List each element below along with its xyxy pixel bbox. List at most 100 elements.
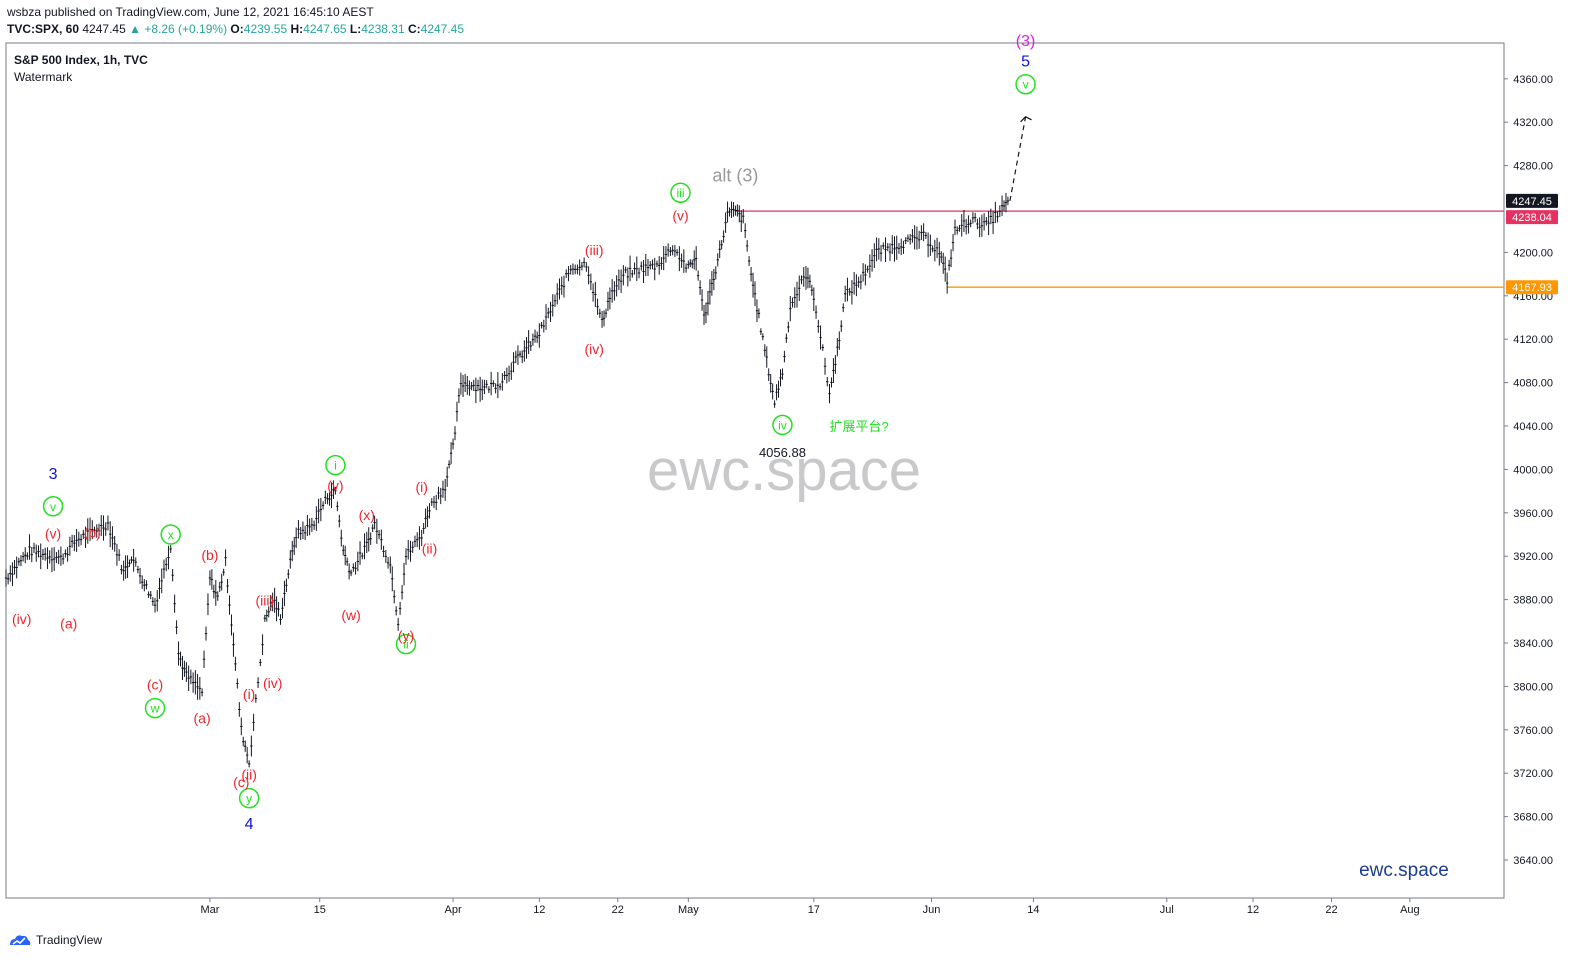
high-value: 4247.65	[303, 22, 347, 36]
last-price: 4247.45	[82, 22, 126, 36]
y-tick-label: 3880.00	[1513, 595, 1553, 607]
wave-label-red: (c)	[233, 774, 249, 790]
x-tick-label: Jun	[923, 904, 941, 916]
wave-circle-marker	[395, 633, 417, 655]
price-tag	[1506, 193, 1558, 208]
price-series	[4, 192, 1010, 768]
x-tick-label: 17	[808, 904, 820, 916]
wave-label-red: (i)	[243, 686, 255, 702]
wave-label-red: (iv)	[263, 675, 282, 691]
legend-title: S&P 500 Index, 1h, TVC	[14, 53, 148, 67]
wave-label-red: (ii)	[422, 541, 438, 557]
wave-label-red: (iv)	[585, 341, 604, 357]
wave-label-red: (v)	[327, 478, 343, 494]
y-tick-label: 3720.00	[1513, 768, 1553, 780]
x-tick-label: Jul	[1160, 904, 1174, 916]
tradingview-cloud-icon	[10, 935, 31, 945]
chart-pane[interactable]	[5, 42, 1505, 899]
x-tick-label: 14	[1027, 904, 1039, 916]
wave-label-green: v	[1023, 78, 1029, 92]
x-tick-label: May	[678, 904, 699, 916]
high-label: H:	[290, 22, 304, 36]
watermark: ewc.space	[647, 438, 921, 503]
y-tick-label: 4320.00	[1513, 117, 1553, 129]
wave-label-green: w	[150, 702, 160, 716]
price-tags: 4247.45 4238.04 4167.93	[1506, 193, 1558, 295]
wave-label-red: (w)	[341, 607, 360, 623]
close-value: 4247.45	[420, 22, 465, 36]
projection-arrow	[1009, 116, 1032, 202]
projection-arrowhead	[1020, 116, 1032, 123]
x-tick-label: 12	[1247, 904, 1259, 916]
y-tick-label: 4080.00	[1513, 378, 1553, 390]
y-tick-label: 3840.00	[1513, 638, 1553, 650]
legend-subtitle: Watermark	[14, 70, 73, 84]
brand-text: ewc.space	[1359, 860, 1449, 881]
up-arrow-icon: ▲	[129, 22, 141, 36]
low-label: L:	[349, 22, 362, 36]
y-axis: 4360.004320.004280.004200.004160.004120.…	[1504, 74, 1553, 867]
wave-label-green: ii	[403, 638, 408, 652]
y-tick-label: 3920.00	[1513, 551, 1553, 563]
y-tick-label: 3960.00	[1513, 508, 1553, 520]
wave-circle-marker	[1015, 73, 1036, 95]
open-value: 4239.55	[243, 22, 288, 36]
price-tag-label: 4167.93	[1512, 282, 1552, 294]
wave-label-red: (i)	[415, 479, 427, 495]
wave-label-dark: 4056.88	[759, 445, 806, 460]
x-tick-label: Aug	[1400, 904, 1420, 916]
wave-label-red: (c)	[147, 676, 163, 692]
y-tick-label: 4040.00	[1513, 421, 1553, 433]
x-tick-label: Mar	[200, 904, 219, 916]
close-label: C:	[407, 22, 421, 36]
x-tick-label: 22	[612, 904, 624, 916]
wave-circle-marker	[42, 496, 64, 517]
price-tag	[1506, 280, 1558, 295]
x-tick-label: 22	[1325, 904, 1337, 916]
open-label: O:	[230, 22, 244, 36]
tradingview-logo-text: TradingView	[36, 933, 103, 947]
x-tick-label: 15	[314, 904, 326, 916]
wave-label-grey: alt (3)	[712, 165, 758, 185]
wave-label-red: (iii)	[255, 593, 274, 609]
wave-label-red: (y)	[398, 627, 414, 643]
wave-label-red: (iii)	[585, 242, 604, 258]
wave-label-red: (v)	[672, 208, 688, 224]
x-axis: Mar 15 Apr 12 22 May 17 Jun 14 Jul 12 22 Aug	[200, 898, 1420, 916]
wave-label-green: iii	[676, 186, 684, 200]
wave-circle-marker	[670, 182, 691, 203]
wave-label-red: (iv)	[12, 611, 31, 627]
price-levels	[735, 210, 1504, 288]
publisher-line: wsbza published on TradingView.com, June…	[7, 5, 374, 19]
wave-label-green: v	[50, 500, 56, 514]
symbol[interactable]: TVC:SPX, 60	[7, 22, 80, 36]
wave-label-red: (a)	[60, 615, 77, 631]
tradingview-logo[interactable]: TradingView	[8, 933, 102, 947]
x-tick-label: Apr	[444, 904, 461, 916]
price-tag-label: 4247.45	[1512, 196, 1552, 208]
wave-label-red: (x)	[359, 507, 375, 523]
wave-label-green: y	[246, 792, 252, 806]
wave-circle-marker	[772, 414, 793, 436]
y-tick-label: 4280.00	[1513, 161, 1553, 173]
wave-label-red: (v)	[45, 525, 61, 541]
y-tick-label: 3800.00	[1513, 681, 1553, 693]
low-value: 4238.31	[361, 22, 405, 36]
wave-circle-marker	[160, 524, 181, 545]
wave-label-magenta: (3)	[1016, 33, 1036, 50]
wave-circle-marker	[144, 697, 166, 719]
wave-circle-marker	[238, 787, 260, 809]
wave-label-blue: 3	[49, 466, 58, 483]
wave-label-red: (b)	[201, 547, 218, 563]
wave-circle-marker	[325, 454, 346, 476]
price-tag-label: 4238.04	[1512, 212, 1552, 224]
price-tag	[1506, 210, 1558, 225]
wave-label-green-text: 扩展平台?	[830, 419, 889, 434]
change: +8.26 (+0.19%)	[144, 22, 228, 36]
wave-label-green: i	[334, 459, 337, 473]
price-chart[interactable]: S&P 500 Index, 1h, TVC Watermark ewc.spa…	[0, 0, 1581, 930]
y-tick-label: 4200.00	[1513, 247, 1553, 259]
y-tick-label: 4360.00	[1513, 74, 1553, 86]
wave-label-red: (ii)	[241, 766, 257, 782]
